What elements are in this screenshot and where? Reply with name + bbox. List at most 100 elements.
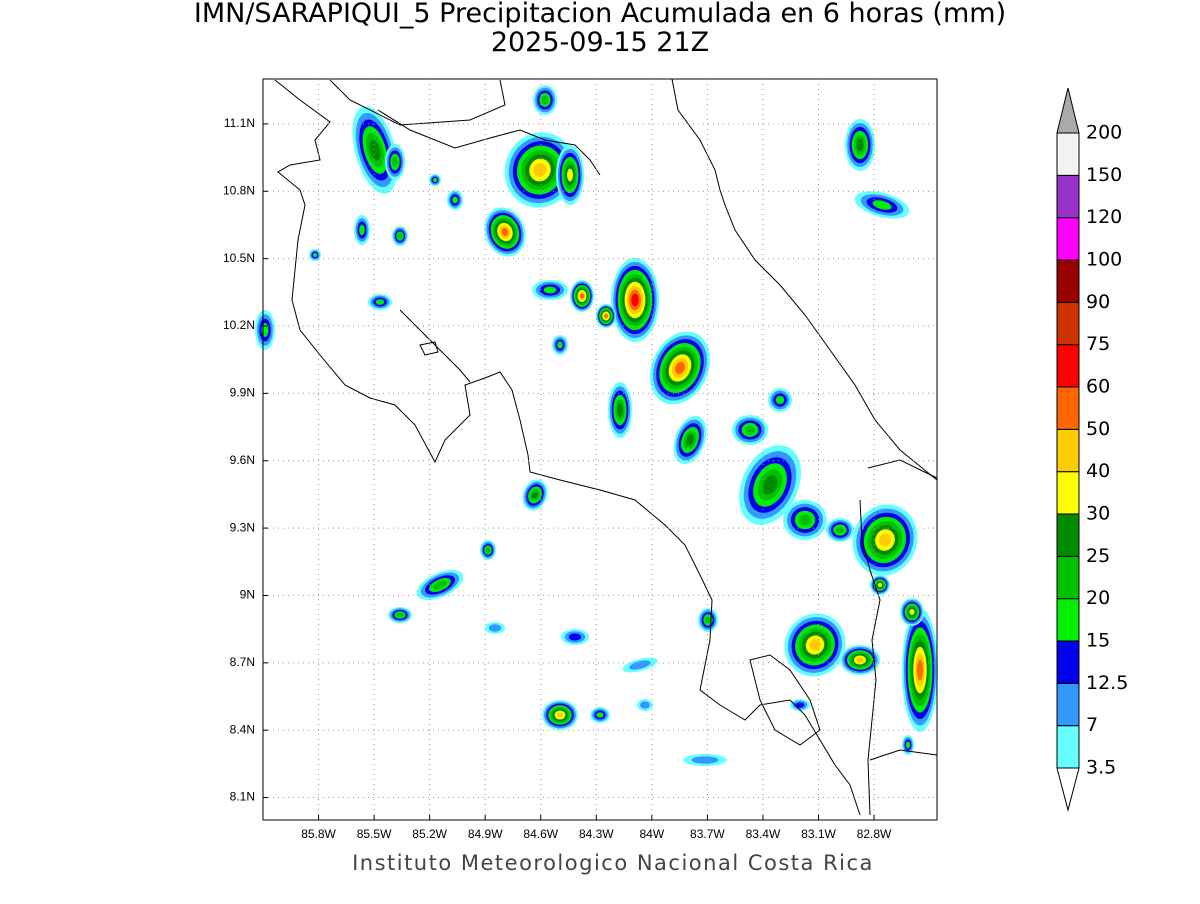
colorbar-segment bbox=[1056, 174, 1080, 219]
rain-cell bbox=[531, 491, 539, 499]
rain-cell bbox=[809, 639, 821, 651]
colorbar-label: 60 bbox=[1086, 376, 1110, 398]
x-tick-label: 85.2W bbox=[412, 827, 447, 841]
rain-cell bbox=[433, 580, 447, 590]
rain-cell bbox=[744, 425, 756, 435]
rain-cell bbox=[617, 403, 623, 417]
rain-cell bbox=[397, 233, 403, 239]
colorbar-segment bbox=[1056, 471, 1080, 515]
x-tick-label: 82.8W bbox=[857, 827, 892, 841]
colorbar-label: 30 bbox=[1086, 503, 1110, 525]
colorbar-segment bbox=[1056, 386, 1080, 430]
x-tick-label: 84.3W bbox=[579, 827, 614, 841]
colorbar-label: 7 bbox=[1086, 714, 1098, 736]
y-tick-label: 9.3N bbox=[230, 520, 255, 534]
y-tick-label: 11.1N bbox=[224, 116, 255, 130]
colorbar-label: 90 bbox=[1086, 291, 1110, 313]
y-tick-label: 10.2N bbox=[223, 318, 255, 332]
colorbar-segment bbox=[1056, 217, 1080, 261]
rain-cell bbox=[369, 139, 381, 161]
coastlines bbox=[274, 78, 938, 816]
rain-cell bbox=[543, 286, 557, 294]
rain-cell bbox=[856, 657, 864, 663]
y-tick-label: 9.6N bbox=[230, 453, 255, 467]
y-tick-label: 9N bbox=[240, 588, 255, 602]
colorbar-segment bbox=[1056, 344, 1080, 388]
rain-cell bbox=[836, 526, 844, 534]
colorbar-label: 100 bbox=[1086, 249, 1122, 271]
colorbar-over bbox=[1056, 87, 1080, 134]
rain-cell bbox=[359, 224, 365, 236]
x-tick-label: 84.9W bbox=[468, 827, 503, 841]
colorbar-label: 3.5 bbox=[1086, 757, 1116, 779]
rain-cell bbox=[312, 252, 318, 258]
x-tick-label: 83.7W bbox=[690, 827, 725, 841]
rain-cell bbox=[878, 533, 892, 547]
rain-cell bbox=[533, 162, 547, 178]
caribbean-coast bbox=[671, 78, 938, 481]
panama-border bbox=[859, 459, 938, 816]
x-tick-label: 84W bbox=[640, 827, 665, 841]
colorbar-label: 200 bbox=[1086, 122, 1122, 144]
colorbar-label: 25 bbox=[1086, 545, 1110, 567]
rain-cell bbox=[557, 341, 563, 349]
colorbar-segment bbox=[1056, 301, 1080, 346]
x-tick-label: 83.1W bbox=[801, 827, 836, 841]
colorbar-segment bbox=[1056, 640, 1080, 684]
colorbar-label: 120 bbox=[1086, 206, 1122, 228]
rain-cell bbox=[488, 624, 502, 632]
y-tick-label: 10.5N bbox=[223, 251, 255, 265]
rain-cell bbox=[798, 514, 812, 526]
colorbar-under bbox=[1056, 767, 1080, 812]
colorbar-label: 40 bbox=[1086, 460, 1110, 482]
rain-cell bbox=[705, 616, 711, 624]
rain-cell bbox=[686, 434, 694, 446]
nicoya-gulf bbox=[399, 309, 471, 383]
rain-cell bbox=[596, 712, 604, 718]
rain-cell bbox=[877, 582, 883, 588]
rain-cell bbox=[432, 177, 438, 183]
rain-cell bbox=[775, 395, 785, 405]
rain-cell bbox=[631, 293, 639, 307]
colorbar-label: 15 bbox=[1086, 630, 1110, 652]
rain-cell bbox=[567, 168, 573, 182]
y-tick-label: 8.7N bbox=[230, 655, 255, 669]
rain-cell bbox=[501, 227, 509, 237]
y-tick-label: 10.8N bbox=[223, 183, 255, 197]
x-tick-label: 84.6W bbox=[523, 827, 558, 841]
colorbar-label: 75 bbox=[1086, 333, 1110, 355]
colorbar-segment bbox=[1056, 682, 1080, 727]
graticule: 85.8W 85.5W 85.2W 84.9W 84.6W 84.3W 84W 83.7W 83… bbox=[223, 79, 937, 841]
rain-cell bbox=[909, 609, 915, 615]
rain-cell bbox=[856, 138, 864, 152]
colorbar-segment bbox=[1056, 428, 1080, 473]
rain-cell bbox=[568, 633, 582, 641]
colorbar-label: 20 bbox=[1086, 587, 1110, 609]
rain-cell bbox=[396, 612, 404, 618]
lake-nicaragua bbox=[329, 79, 506, 126]
y-tick-label: 8.4N bbox=[230, 722, 255, 736]
colorbar-segment bbox=[1056, 513, 1080, 557]
colorbar-label: 150 bbox=[1086, 164, 1122, 186]
x-tick-label: 85.8W bbox=[301, 827, 336, 841]
rain-cell bbox=[485, 547, 491, 553]
map-frame bbox=[262, 78, 938, 821]
rain-cell bbox=[556, 712, 564, 718]
x-tick-label: 83.4W bbox=[746, 827, 781, 841]
colorbar-segment bbox=[1056, 725, 1080, 769]
rain-cell bbox=[905, 741, 911, 749]
rain-cell bbox=[604, 314, 608, 318]
rain-cell bbox=[452, 196, 458, 204]
nicaragua-border bbox=[377, 109, 601, 176]
colorbar-segment bbox=[1056, 132, 1080, 176]
pacific-coast bbox=[274, 79, 861, 816]
rain-cell bbox=[674, 361, 686, 375]
y-tick-label: 9.9N bbox=[230, 386, 255, 400]
x-tick-label: 85.5W bbox=[357, 827, 392, 841]
rain-cell bbox=[392, 156, 398, 168]
rain-cell bbox=[795, 702, 805, 708]
footer: Instituto Meteorologico Nacional Costa R… bbox=[352, 851, 874, 875]
colorbar-segment bbox=[1056, 598, 1080, 642]
osa-peninsula bbox=[749, 654, 821, 746]
